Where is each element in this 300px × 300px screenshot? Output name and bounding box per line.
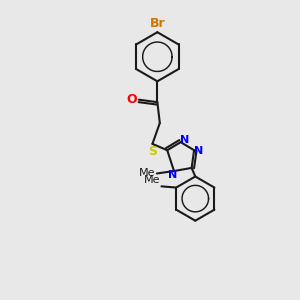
Text: N: N [181, 135, 190, 145]
Text: Me: Me [144, 175, 160, 185]
Text: S: S [148, 145, 157, 158]
Text: N: N [194, 146, 203, 156]
Text: Br: Br [149, 17, 165, 30]
Text: Me: Me [139, 169, 156, 178]
Text: O: O [126, 93, 137, 106]
Text: N: N [168, 170, 177, 181]
